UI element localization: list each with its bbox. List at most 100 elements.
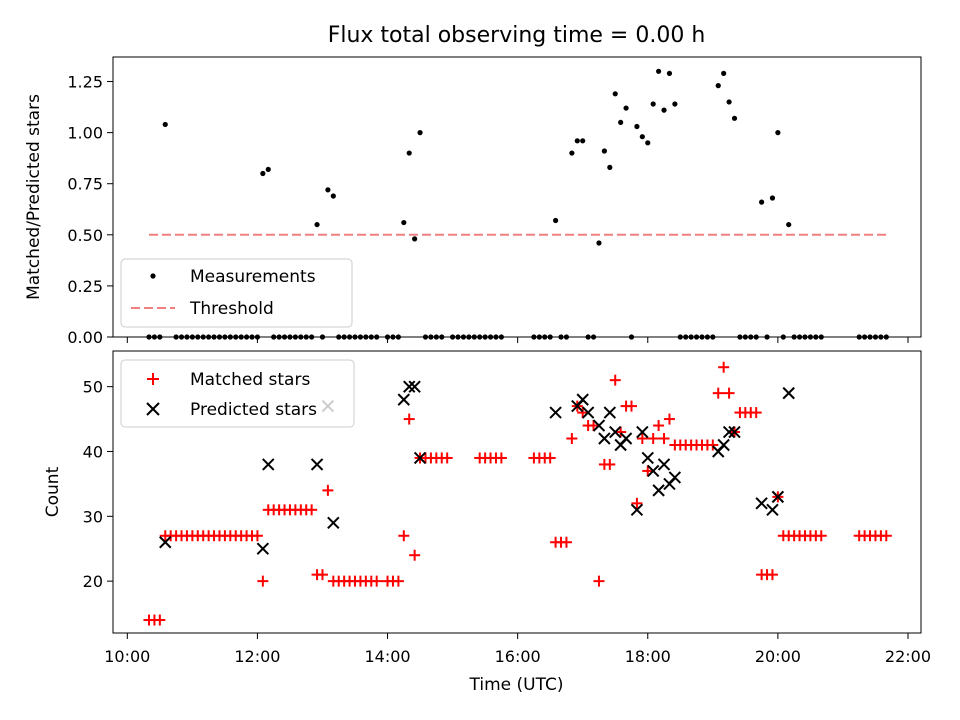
predicted-star-point (403, 380, 416, 393)
measurement-point (672, 101, 678, 107)
measurement-point (618, 119, 624, 126)
matched-star-point (566, 433, 578, 445)
matched-star-point (636, 433, 648, 445)
measurement-point (574, 138, 580, 144)
top-y-axis-label: Matched/Predicted stars (24, 94, 44, 300)
matched-star-point (750, 407, 762, 419)
measurement-point (412, 236, 418, 242)
measurement-point (553, 217, 559, 224)
predicted-star-point (652, 484, 665, 497)
predicted-star-point (408, 380, 421, 393)
matched-star-point (251, 530, 263, 542)
matched-star-point (371, 575, 383, 587)
matched-star-point (718, 361, 730, 373)
x-tick-label: 20:00 (755, 647, 801, 666)
matched-star-point (658, 433, 670, 445)
measurement-point (596, 240, 602, 246)
measurement-point (401, 219, 407, 226)
measurement-point (325, 187, 331, 193)
top-y-tick-label: 0.75 (67, 175, 103, 194)
top-legend: Measurements Threshold (120, 258, 353, 328)
measurement-point (260, 170, 266, 177)
legend-measurements-marker (150, 273, 156, 279)
measurement-point (645, 140, 651, 146)
measurement-point (162, 121, 168, 128)
measurement-point (634, 123, 640, 130)
predicted-star-point (159, 536, 172, 549)
legend-predicted-label: Predicted stars (190, 400, 317, 420)
matched-star-point (642, 465, 654, 477)
bottom-y-tick-label: 40 (83, 442, 103, 461)
legend-threshold-label: Threshold (189, 299, 274, 319)
matched-star-point (154, 614, 166, 626)
bottom-y-axis: 20 30 40 50 (83, 378, 113, 591)
x-tick-label: 10:00 (104, 647, 150, 666)
measurement-point (612, 91, 618, 97)
x-tick-label: 16:00 (495, 647, 541, 666)
predicted-star-point (576, 393, 589, 406)
matched-star-point (398, 530, 410, 542)
matched-star-point (392, 575, 404, 587)
measurement-point (666, 70, 673, 76)
matched-star-point (615, 426, 627, 438)
measurement-point (650, 101, 656, 107)
predicted-star-point (782, 386, 795, 400)
x-tick-label: 14:00 (364, 647, 410, 666)
top-y-tick-label: 1.25 (67, 73, 103, 92)
predicted-star-point (598, 432, 611, 445)
matched-star-point (257, 575, 269, 587)
matched-star-point (631, 497, 643, 509)
predicted-star-point (310, 458, 324, 471)
matched-star-point (544, 452, 556, 464)
predicted-star-point (771, 490, 785, 504)
matched-star-point (560, 536, 572, 548)
x-tick-label: 18:00 (625, 647, 671, 666)
measurement-point (623, 105, 629, 111)
measurement-point (314, 221, 320, 228)
matched-star-point (723, 387, 735, 399)
top-y-tick-label: 0.00 (67, 328, 103, 347)
matched-star-point (306, 504, 318, 516)
matched-star-point (588, 420, 600, 432)
top-y-axis: 0.00 0.25 0.50 0.75 1.00 1.25 (67, 73, 113, 347)
legend-matched-label: Matched stars (190, 370, 310, 390)
bottom-plot-area (143, 361, 892, 626)
matched-star-point (409, 549, 421, 561)
predicted-star-point (327, 516, 340, 530)
matched-star-point (441, 452, 453, 464)
predicted-star-point (668, 471, 682, 484)
predicted-star-point (256, 542, 270, 555)
matched-star-point (707, 439, 719, 451)
measurement-point (786, 221, 792, 228)
legend-matched-marker (147, 373, 159, 385)
top-y-tick-label: 0.25 (67, 277, 103, 296)
matched-star-point (604, 458, 616, 470)
measurement-point (639, 134, 645, 140)
predicted-star-point (722, 425, 736, 439)
measurement-point (265, 166, 271, 173)
matched-star-point (593, 575, 605, 587)
top-legend-box (120, 258, 353, 328)
matched-star-point (712, 387, 724, 399)
matched-star-point (766, 569, 778, 581)
measurement-point (656, 68, 662, 74)
matched-star-point (880, 530, 892, 542)
predicted-star-point (641, 451, 654, 465)
predicted-star-point (728, 425, 741, 439)
matched-star-point (577, 407, 589, 419)
top-y-tick-label: 1.00 (67, 124, 103, 143)
predicted-star-point (646, 464, 660, 478)
bottom-legend: Matched stars Predicted stars (120, 359, 355, 428)
matched-star-point (647, 433, 659, 445)
matched-star-point (609, 374, 621, 386)
predicted-star-point (413, 451, 427, 465)
measurement-point (580, 138, 586, 144)
matched-star-point (495, 452, 507, 464)
measurement-point (726, 99, 732, 105)
predicted-star-point (636, 425, 649, 439)
top-y-tick-label: 0.50 (67, 226, 103, 245)
measurement-point (417, 130, 423, 136)
predicted-star-point (630, 503, 644, 517)
bottom-y-tick-label: 50 (83, 378, 103, 397)
